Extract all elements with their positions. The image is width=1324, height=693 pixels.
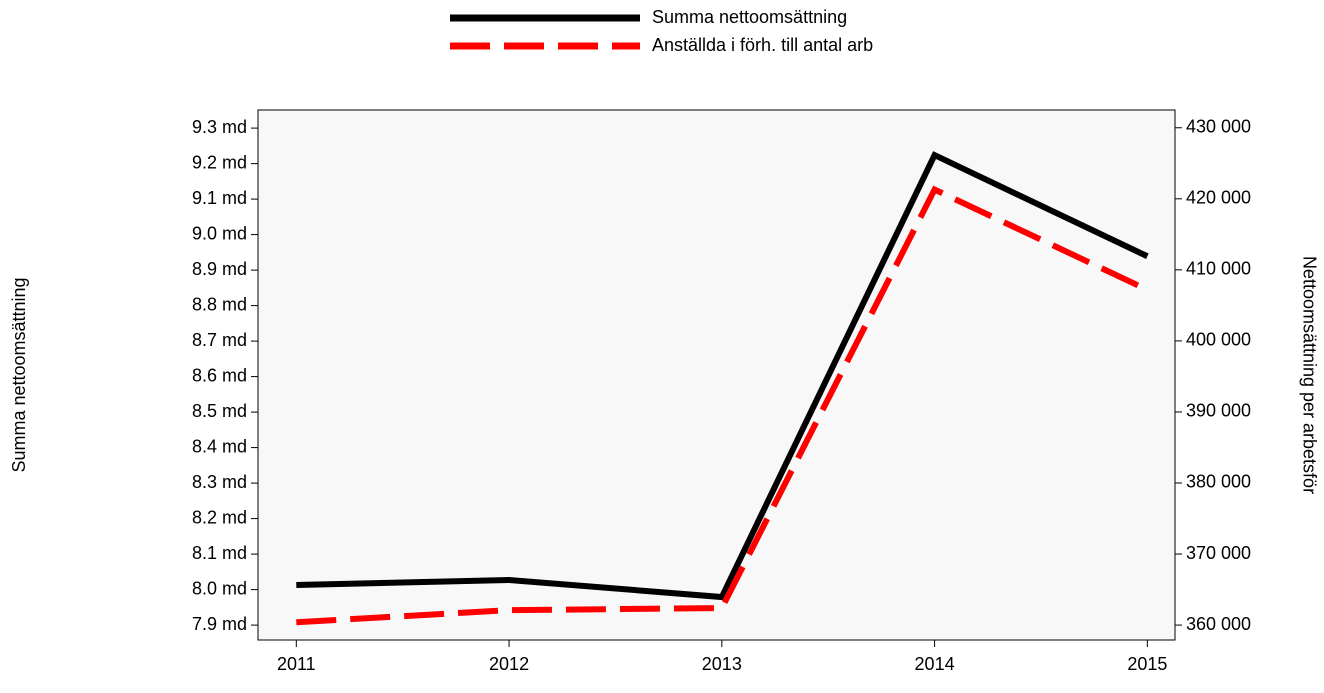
plot-area: [257, 109, 1176, 641]
y2-tick-label: 360 000: [1186, 614, 1251, 634]
x-tick-label: 2014: [915, 654, 955, 674]
y2-tick-label: 390 000: [1186, 401, 1251, 421]
y2-tick-label: 430 000: [1186, 117, 1251, 137]
y-tick-label: 8.4 md: [192, 436, 247, 456]
y-tick-label: 8.2 md: [192, 507, 247, 527]
y-tick-label: 8.3 md: [192, 472, 247, 492]
y-tick-label: 9.3 md: [192, 117, 247, 137]
x-tick-label: 2013: [702, 654, 742, 674]
y-tick-label: 8.6 md: [192, 365, 247, 385]
x-tick-label: 2011: [277, 654, 316, 674]
x-tick-label: 2015: [1127, 654, 1167, 674]
y-tick-label: 8.9 md: [192, 259, 247, 279]
x-tick-label: 2012: [489, 654, 529, 674]
y-tick-label: 9.0 md: [192, 223, 247, 243]
y2-tick-label: 420 000: [1186, 188, 1251, 208]
y-tick-label: 8.7 md: [192, 330, 247, 350]
legend-label: Anställda i förh. till antal arb: [652, 35, 873, 55]
y2-axis-label: Nettoomsättning per arbetsför: [1299, 256, 1319, 494]
series-line: [296, 185, 1149, 626]
y-tick-label: 9.1 md: [192, 188, 247, 208]
y-tick-label: 8.5 md: [192, 401, 247, 421]
y-tick-label: 8.8 md: [192, 294, 247, 314]
y-tick-label: 7.9 md: [192, 614, 247, 634]
y2-tick-label: 410 000: [1186, 259, 1251, 279]
legend-label: Summa nettoomsättning: [652, 7, 847, 27]
y-tick-label: 8.0 md: [192, 578, 247, 598]
y2-tick-label: 380 000: [1186, 472, 1251, 492]
y-tick-label: 9.2 md: [192, 152, 247, 172]
y2-tick-label: 400 000: [1186, 330, 1251, 350]
y-tick-label: 8.1 md: [192, 543, 247, 563]
y-axis-label: Summa nettoomsättning: [9, 277, 29, 472]
y2-tick-label: 370 000: [1186, 543, 1251, 563]
series-line: [296, 151, 1149, 601]
